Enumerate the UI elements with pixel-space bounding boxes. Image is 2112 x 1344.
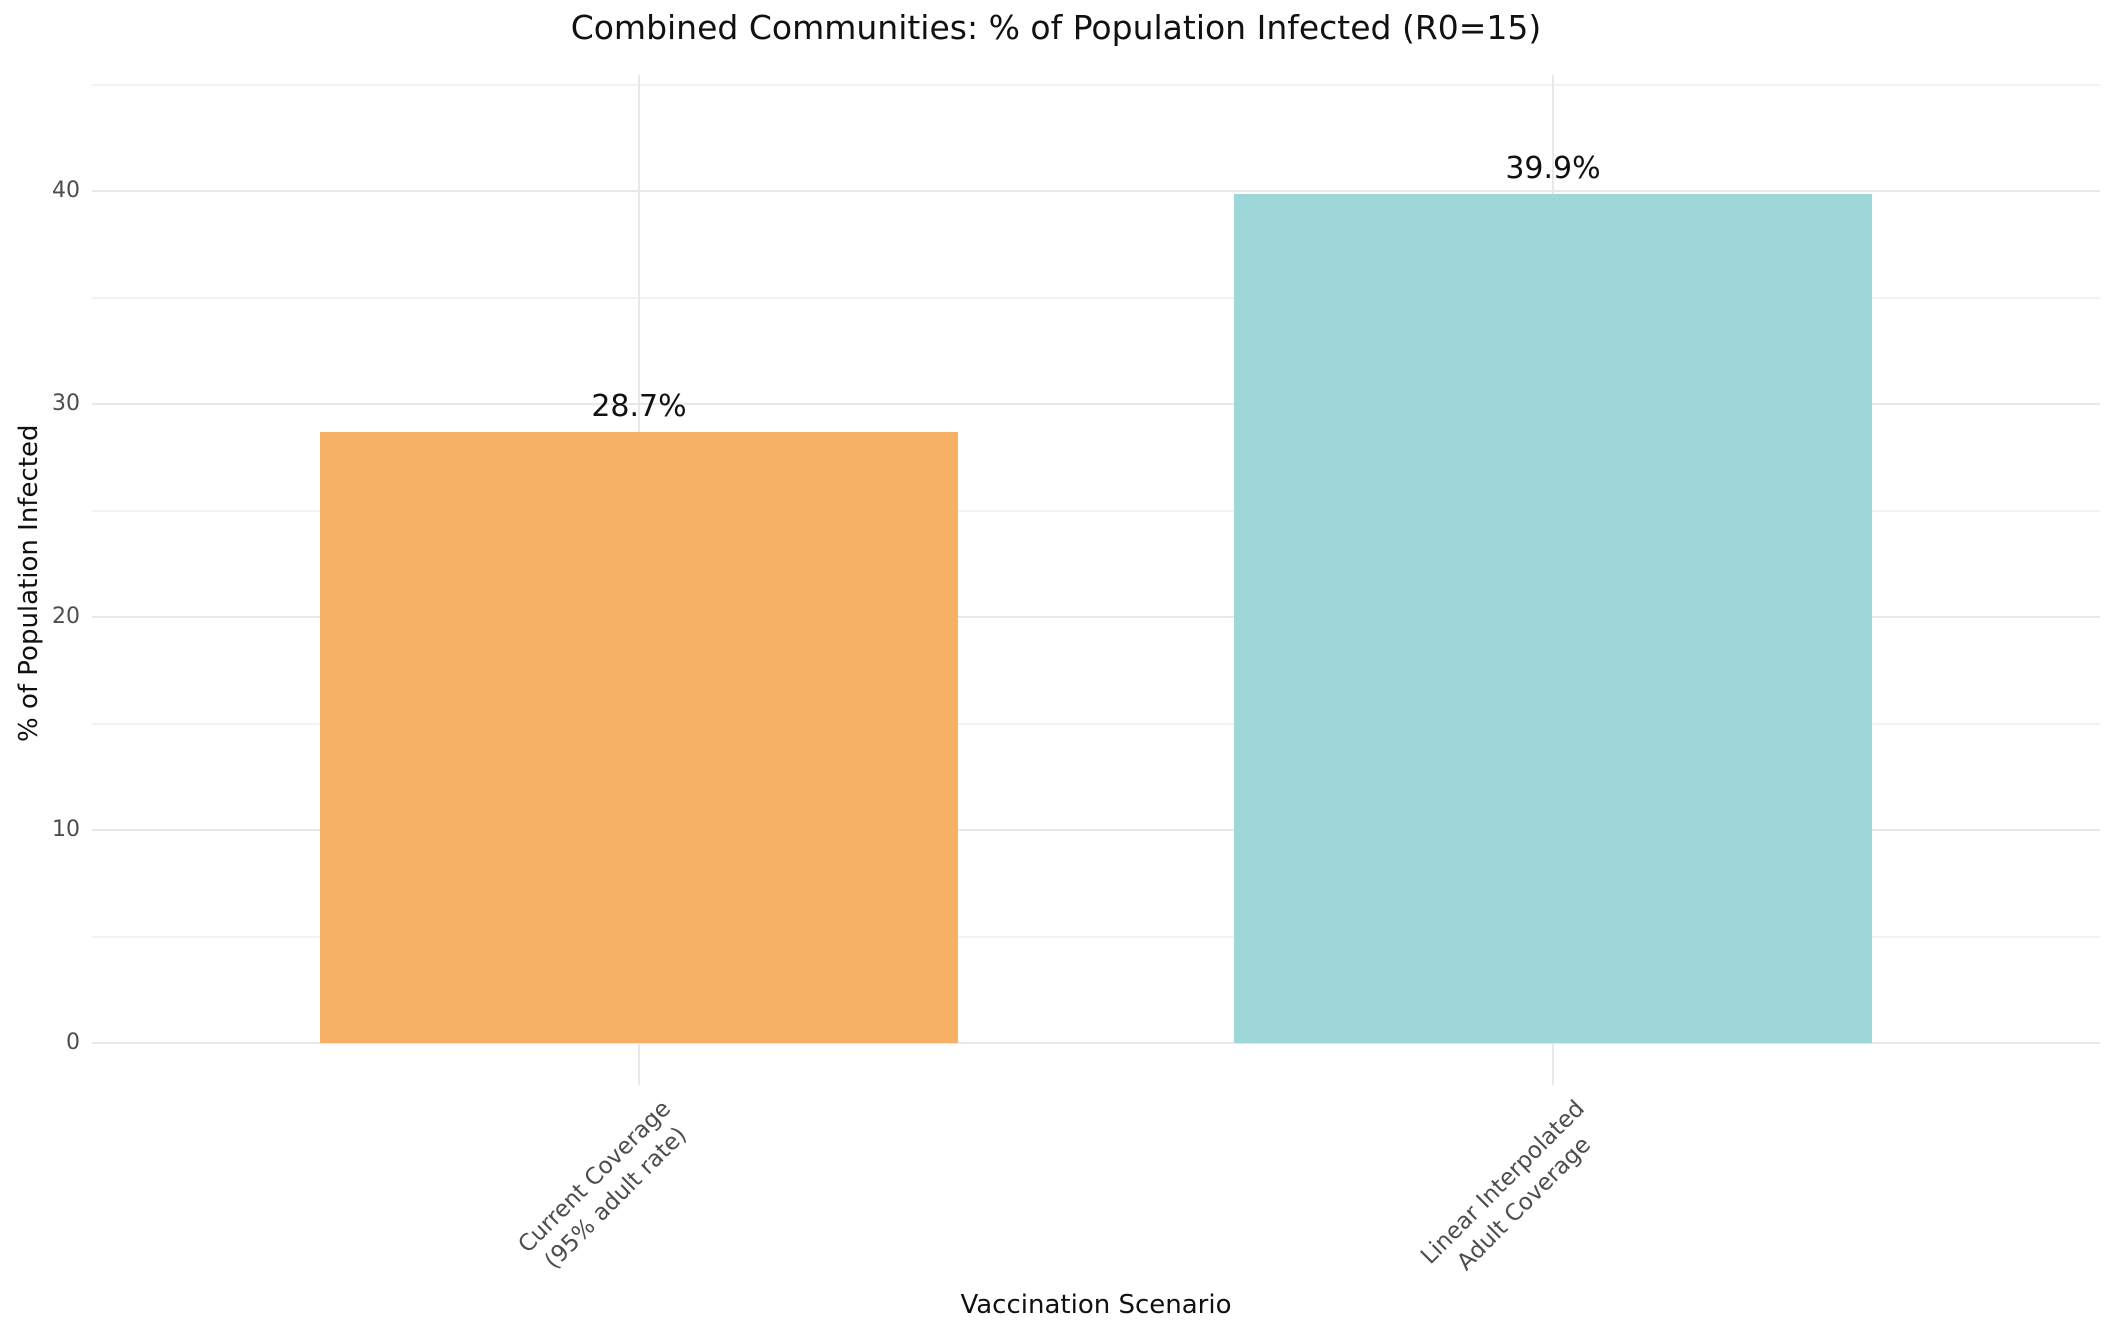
y-tick-label: 40	[52, 178, 80, 204]
gridline-horizontal	[92, 616, 2100, 619]
x-tick-label: Linear Interpolated Adult Coverage	[1416, 1095, 1597, 1276]
bar	[320, 431, 958, 1043]
y-tick-label: 30	[52, 391, 80, 417]
y-tick-label: 0	[66, 1030, 80, 1055]
gridline-horizontal	[92, 296, 2100, 299]
x-axis-title: Vaccination Scenario	[960, 1290, 1232, 1320]
gridline-horizontal	[92, 1042, 2100, 1044]
x-tick-label: Current Coverage (95% adult rate)	[513, 1095, 692, 1275]
bar	[1234, 193, 1872, 1043]
bar-value-label: 39.9%	[1505, 150, 1601, 186]
gridline-horizontal	[92, 403, 2100, 406]
gridline-horizontal	[92, 190, 2100, 193]
gridline-horizontal	[92, 722, 2100, 725]
bar-value-label: 28.7%	[591, 388, 687, 424]
y-tick-label: 20	[52, 604, 80, 630]
gridline-horizontal	[92, 509, 2100, 512]
chart-title: Combined Communities: % of Population In…	[570, 8, 1542, 47]
gridline-horizontal	[92, 83, 2100, 86]
plot-area: 28.7% 39.9%	[92, 75, 2100, 1085]
y-axis-title: % of Population Infected	[14, 424, 44, 742]
y-tick-label: 10	[52, 817, 80, 843]
gridline-horizontal	[92, 829, 2100, 832]
gridline-horizontal	[92, 935, 2100, 938]
